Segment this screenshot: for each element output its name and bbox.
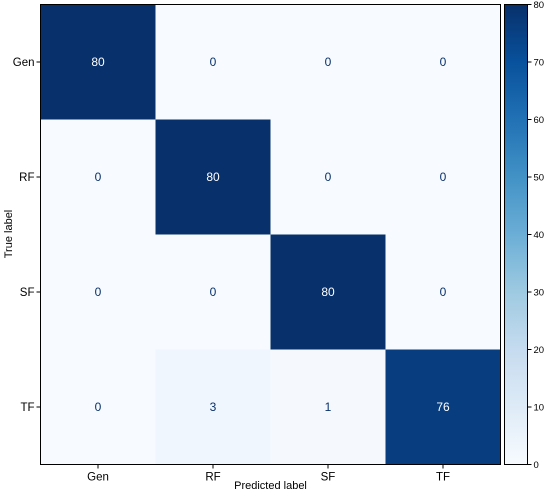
y-tick-label: RF (19, 172, 34, 184)
heatmap-cell (270, 234, 386, 350)
cell-value-label: 0 (325, 55, 332, 69)
cell-value-label: 0 (95, 285, 102, 299)
colorbar-tick-label: 60 (534, 115, 545, 126)
colorbar-tick-label: 20 (534, 345, 545, 356)
heatmap-cell (270, 4, 386, 120)
x-tick-label: TF (436, 472, 450, 484)
x-tick-label: Gen (87, 472, 109, 484)
cell-value-labels: 80 0 0 0 0 80 0 0 0 0 80 0 0 3 1 76 (91, 55, 450, 414)
y-tick-label: Gen (13, 57, 35, 69)
x-tick-label: RF (205, 472, 220, 484)
colorbar-tick-label: 40 (534, 230, 545, 241)
y-axis-ticks: Gen RF SF TF (13, 57, 41, 414)
cell-value-label: 0 (95, 170, 102, 184)
colorbar-tick-label: 80 (534, 0, 545, 11)
y-tick-label: SF (20, 287, 35, 299)
y-axis-title: True label (3, 210, 15, 259)
cell-value-label: 1 (325, 400, 332, 414)
heatmap-cell (270, 119, 386, 235)
cell-value-label: 0 (210, 55, 217, 69)
cell-value-label: 80 (206, 170, 220, 184)
cell-value-label: 80 (91, 55, 105, 69)
heatmap-cell (40, 119, 156, 235)
cell-value-label: 0 (440, 55, 447, 69)
x-axis-ticks: Gen RF SF TF (87, 464, 450, 484)
heatmap-cell (385, 119, 501, 235)
x-axis-title: Predicted label (234, 480, 307, 492)
cell-value-label: 0 (440, 285, 447, 299)
heatmap-cell (155, 349, 271, 465)
y-tick-label: TF (20, 402, 34, 414)
colorbar-tick-label: 0 (534, 460, 539, 471)
heatmap-cell (385, 234, 501, 350)
heatmap-cell (155, 234, 271, 350)
cell-value-label: 0 (210, 285, 217, 299)
heatmap-cell (385, 4, 501, 120)
cell-value-label: 0 (325, 170, 332, 184)
heatmap-cell (385, 349, 501, 465)
colorbar-tick-label: 70 (534, 58, 545, 69)
heatmap-cell (155, 119, 271, 235)
cell-value-label: 3 (210, 400, 217, 414)
heatmap-cell (40, 349, 156, 465)
heatmap-cell (155, 4, 271, 120)
cell-value-label: 0 (95, 400, 102, 414)
colorbar-ticks: 0 10 20 30 40 50 60 70 80 (527, 0, 545, 471)
plot-frame (40, 4, 501, 465)
colorbar-tick-label: 10 (534, 403, 545, 414)
cell-value-label: 76 (436, 400, 450, 414)
heatmap-cell (40, 4, 156, 120)
heatmap-cell (40, 234, 156, 350)
cell-value-label: 80 (321, 285, 335, 299)
cell-value-label: 0 (440, 170, 447, 184)
colorbar-tick-label: 30 (534, 288, 545, 299)
heatmap-cell (270, 349, 386, 465)
colorbar (504, 4, 528, 465)
x-tick-label: SF (321, 472, 336, 484)
colorbar-tick-label: 50 (534, 173, 545, 184)
heatmap-cells (40, 4, 501, 465)
